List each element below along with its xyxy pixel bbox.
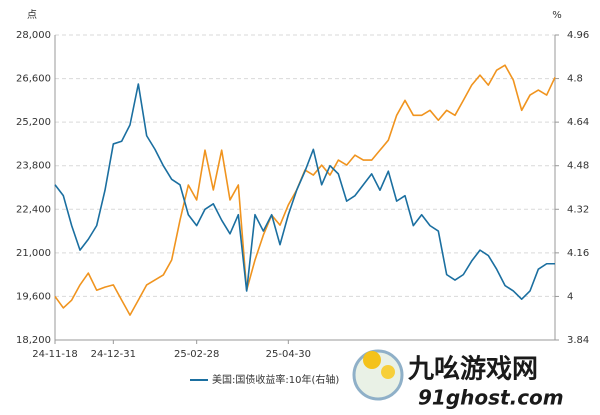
x-tick-label: 25-04-30 xyxy=(266,349,311,360)
watermark-url: 91ghost.com xyxy=(418,386,564,410)
y2-tick-label: 4.64 xyxy=(567,117,589,128)
y-tick-label: 26,600 xyxy=(16,74,51,85)
watermark-flower xyxy=(381,365,395,379)
y2-tick-label: 4.96 xyxy=(567,30,589,41)
y-tick-label: 22,400 xyxy=(16,204,51,215)
legend-label: 美国:国债收益率:10年(右轴) xyxy=(212,373,339,386)
y-tick-label: 19,600 xyxy=(16,291,51,302)
y2-axis-label: % xyxy=(552,10,562,21)
x-tick-label: 24-11-18 xyxy=(32,349,77,360)
y-tick-label: 23,800 xyxy=(16,161,51,172)
series-line xyxy=(54,83,555,300)
x-tick-label: 24-12-31 xyxy=(91,349,136,360)
y-tick-label: 28,000 xyxy=(16,30,51,41)
x-tick-label: 25-02-28 xyxy=(174,349,219,360)
watermark-title: 九吆游戏网 xyxy=(407,354,538,385)
watermark-flower xyxy=(363,351,381,369)
y2-tick-label: 4.8 xyxy=(567,74,583,85)
y2-tick-label: 4 xyxy=(567,291,573,302)
y-tick-label: 21,000 xyxy=(16,248,51,259)
y-tick-label: 25,200 xyxy=(16,117,51,128)
y2-tick-label: 4.32 xyxy=(567,204,589,215)
y2-tick-label: 4.48 xyxy=(567,161,589,172)
y-tick-label: 18,200 xyxy=(16,335,51,346)
y-axis-label: 点 xyxy=(27,9,37,21)
series-line xyxy=(54,64,556,316)
y2-tick-label: 3.84 xyxy=(567,335,589,346)
y2-tick-label: 4.16 xyxy=(567,248,589,259)
